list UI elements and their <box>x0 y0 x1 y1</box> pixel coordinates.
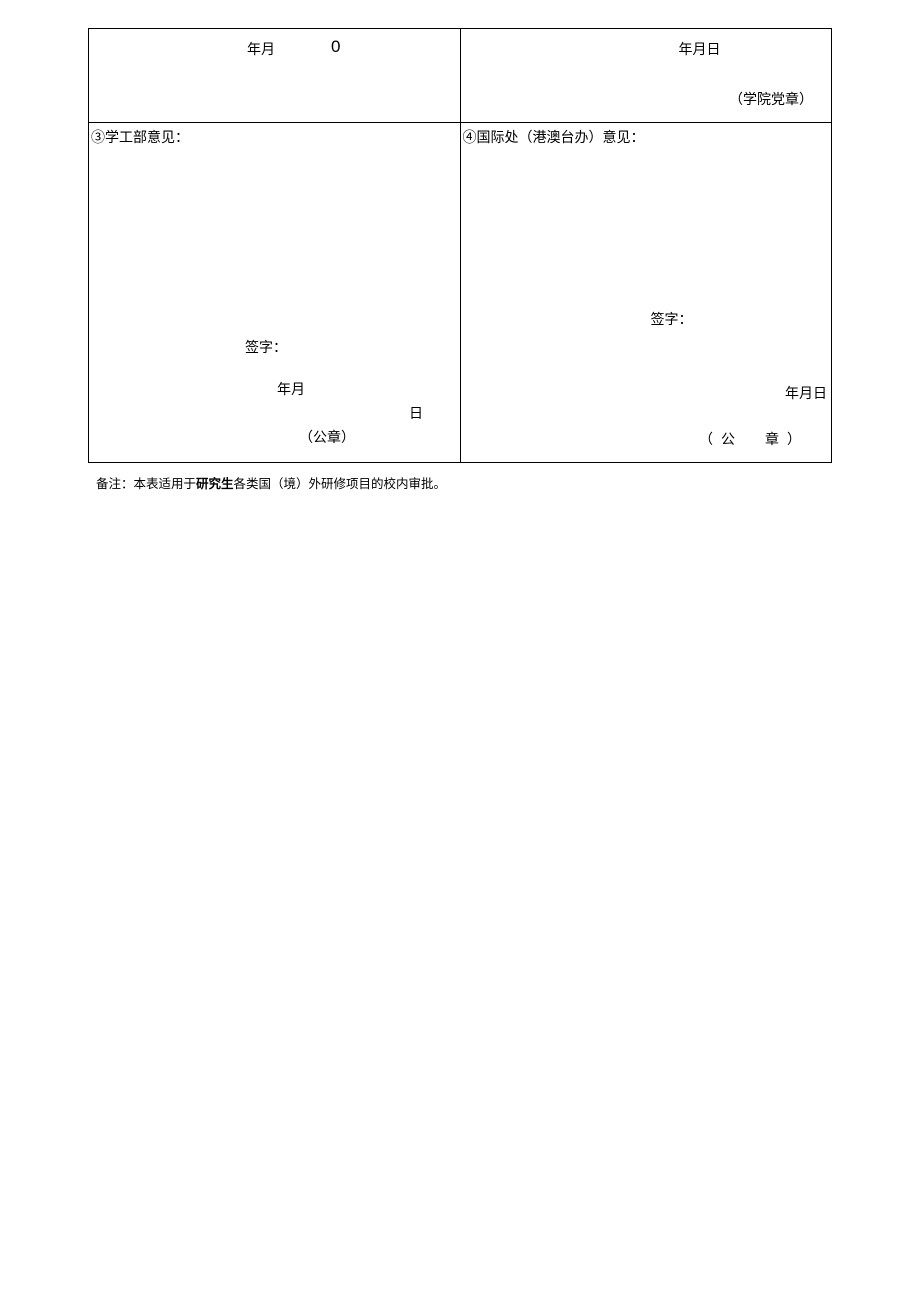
top-left-year-month: 年月 <box>247 39 275 59</box>
international-office-title: ④国际处（港澳台办）意见： <box>463 127 645 147</box>
approval-form-table: 年月 0 年月日 （学院党章） ③学工部意见： 签字： 年月 日 （公章） ④国… <box>88 28 832 463</box>
cell-top-left: 年月 0 <box>89 29 461 123</box>
cell-student-affairs-opinion: ③学工部意见： 签字： 年月 日 （公章） <box>89 123 461 463</box>
footnote: 备注：本表适用于研究生各类国（境）外研修项目的校内审批。 <box>88 473 832 492</box>
footnote-suffix: 各类国（境）外研修项目的校内审批。 <box>234 477 447 491</box>
table-row: ③学工部意见： 签字： 年月 日 （公章） ④国际处（港澳台办）意见： 签字： … <box>89 123 832 463</box>
international-office-stamp-label: （公 章） <box>699 429 809 449</box>
page-content: 年月 0 年月日 （学院党章） ③学工部意见： 签字： 年月 日 （公章） ④国… <box>0 0 920 492</box>
student-affairs-stamp-label: （公章） <box>299 427 355 447</box>
student-affairs-sign-label: 签字： <box>245 337 287 357</box>
student-affairs-day: 日 <box>409 403 423 423</box>
top-left-zero: 0 <box>331 37 340 57</box>
cell-international-office-opinion: ④国际处（港澳台办）意见： 签字： 年月日 （公 章） <box>460 123 832 463</box>
international-office-date: 年月日 <box>785 383 827 403</box>
table-row: 年月 0 年月日 （学院党章） <box>89 29 832 123</box>
footnote-prefix: 备注：本表适用于 <box>96 477 196 491</box>
student-affairs-title: ③学工部意见： <box>91 127 189 147</box>
international-office-sign-label: 签字： <box>651 309 693 329</box>
student-affairs-year-month: 年月 <box>277 379 305 399</box>
footnote-bold: 研究生 <box>196 477 234 491</box>
top-right-stamp-label: （学院党章） <box>729 89 813 109</box>
top-right-date: 年月日 <box>679 39 721 59</box>
cell-top-right: 年月日 （学院党章） <box>460 29 832 123</box>
